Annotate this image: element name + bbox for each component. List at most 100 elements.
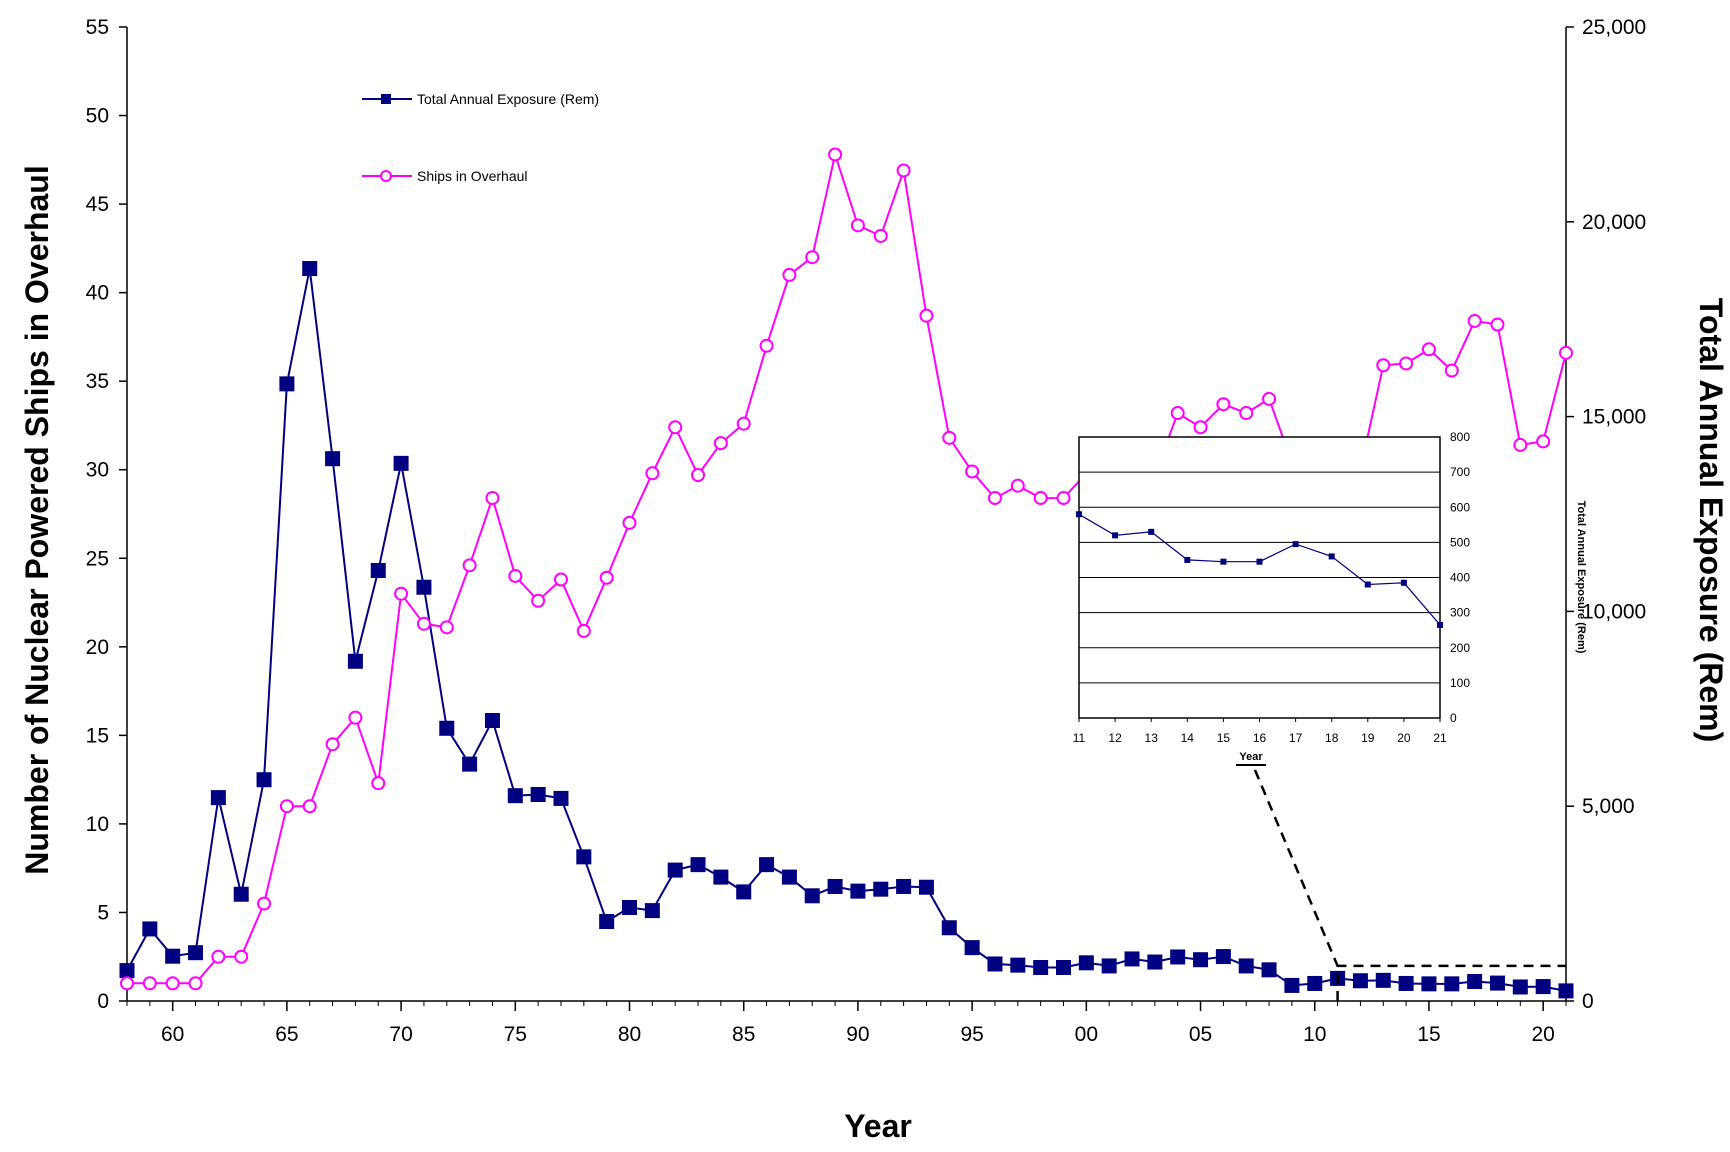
exposure-data-point <box>690 857 706 873</box>
inset-y-tick-label: 700 <box>1450 465 1470 479</box>
ships-data-point <box>1376 358 1391 373</box>
right-tick-label: 0 <box>1582 990 1594 1013</box>
ships-data-point <box>942 430 957 445</box>
exposure-data-point <box>439 720 455 736</box>
inset-y-tick-label: 100 <box>1450 676 1470 690</box>
inset-y-tick-label: 300 <box>1450 606 1470 620</box>
ships-data-point <box>805 250 820 265</box>
left-tick-label: 25 <box>86 547 109 570</box>
exposure-data-point <box>1010 957 1026 973</box>
inset-data-point <box>1148 528 1155 535</box>
x-tick-label: 10 <box>1303 1023 1326 1046</box>
inset-x-tick-label: 20 <box>1397 731 1411 745</box>
inset-data-point <box>1364 581 1371 588</box>
right-tick-label: 25,000 <box>1582 16 1646 39</box>
ships-data-point <box>1399 356 1414 371</box>
x-tick-label: 65 <box>275 1023 298 1046</box>
inset-x-tick-label: 21 <box>1433 731 1447 745</box>
inset-data-point <box>1184 556 1191 563</box>
exposure-data-point <box>553 790 569 806</box>
ships-data-point <box>1239 406 1254 421</box>
exposure-data-point <box>1535 979 1551 995</box>
right-tick-label: 20,000 <box>1582 211 1646 234</box>
right-tick-label: 5,000 <box>1582 795 1635 818</box>
exposure-data-point <box>1147 954 1163 970</box>
ships-data-point <box>394 586 409 601</box>
exposure-data-point <box>1375 972 1391 988</box>
exposure-data-point <box>1444 976 1460 992</box>
inset-x-tick-label: 15 <box>1217 731 1231 745</box>
x-tick-label: 00 <box>1075 1023 1098 1046</box>
inset-data-point <box>1112 532 1119 539</box>
exposure-data-point <box>1215 949 1231 965</box>
ships-data-point <box>348 710 363 725</box>
exposure-data-point <box>462 756 478 772</box>
exposure-data-point <box>599 914 615 930</box>
ships-data-point <box>508 568 523 583</box>
exposure-data-point <box>576 849 592 865</box>
ships-data-point <box>302 799 317 814</box>
exposure-data-point <box>1193 952 1209 968</box>
exposure-data-point <box>256 772 272 788</box>
ships-data-point <box>1170 406 1185 421</box>
exposure-data-point <box>964 940 980 956</box>
exposure-data-point <box>233 886 249 902</box>
ships-data-point <box>828 147 843 162</box>
ships-data-point <box>371 776 386 791</box>
exposure-data-point <box>713 869 729 885</box>
inset-y-tick-label: 800 <box>1450 430 1470 444</box>
exposure-data-point <box>507 788 523 804</box>
exposure-data-point <box>827 878 843 894</box>
exposure-data-point <box>736 884 752 900</box>
x-tick-label: 20 <box>1531 1023 1554 1046</box>
x-tick-label: 05 <box>1189 1023 1212 1046</box>
left-tick-label: 5 <box>97 901 109 924</box>
ships-data-point <box>668 420 683 435</box>
inset-y-tick-label: 500 <box>1450 535 1470 549</box>
left-axis-title: Number of Nuclear Powered Ships in Overh… <box>19 165 55 875</box>
inset-data-point <box>1328 553 1335 560</box>
exposure-data-point <box>918 879 934 895</box>
ships-data-point <box>211 949 226 964</box>
exposure-data-point <box>1512 979 1528 995</box>
exposure-data-point <box>622 899 638 915</box>
exposure-data-point <box>416 579 432 595</box>
exposure-data-point <box>165 948 181 964</box>
legend: Total Annual Exposure (Rem) Ships in Over… <box>362 91 599 184</box>
left-tick-label: 20 <box>86 636 109 659</box>
exposure-data-point <box>759 857 775 873</box>
exposure-data-point <box>667 862 683 878</box>
exposure-data-point <box>484 712 500 728</box>
left-tick-label: 35 <box>86 370 109 393</box>
callout-connector-line <box>1253 769 1339 967</box>
ships-data-point <box>1559 345 1573 360</box>
x-tick-label: 15 <box>1417 1023 1440 1046</box>
ships-data-point <box>896 163 911 178</box>
exposure-data-point <box>1033 959 1049 975</box>
ships-data-point <box>234 949 249 964</box>
ships-data-point <box>622 515 637 530</box>
ships-data-point <box>850 218 865 233</box>
inset-data-point <box>1400 579 1407 586</box>
inset-x-tick-label: 17 <box>1289 731 1303 745</box>
exposure-data-point <box>393 455 409 471</box>
exposure-data-point <box>1352 973 1368 989</box>
ships-data-point <box>1490 317 1505 332</box>
inset-y-tick-label: 0 <box>1450 711 1457 725</box>
legend-label: Total Annual Exposure (Rem) <box>417 91 599 107</box>
exposure-data-point <box>1124 951 1140 967</box>
right-tick-label: 10,000 <box>1582 600 1646 623</box>
ships-data-point <box>576 623 591 638</box>
ships-data-point <box>691 468 706 483</box>
exposure-data-point <box>1238 958 1254 974</box>
inset-x-tick-label: 11 <box>1073 731 1086 745</box>
inset-y-axis-title: Total Annual Exposure (Rem) <box>1575 501 1587 654</box>
x-tick-label: 80 <box>618 1023 641 1046</box>
inset-data-point <box>1076 511 1082 518</box>
exposure-data-point <box>804 888 820 904</box>
exposure-data-point <box>325 451 341 467</box>
inset-y-tick-label: 400 <box>1450 571 1470 585</box>
exposure-data-point <box>1078 955 1094 971</box>
